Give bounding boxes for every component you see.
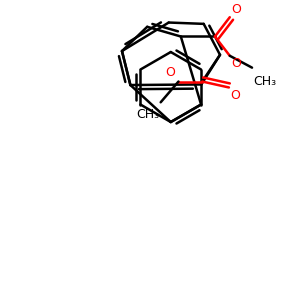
Text: O: O bbox=[231, 3, 241, 16]
Text: O: O bbox=[166, 66, 176, 79]
Text: CH₃: CH₃ bbox=[254, 75, 277, 88]
Text: CH₃: CH₃ bbox=[136, 108, 159, 121]
Text: O: O bbox=[231, 57, 241, 70]
Text: O: O bbox=[230, 89, 240, 102]
